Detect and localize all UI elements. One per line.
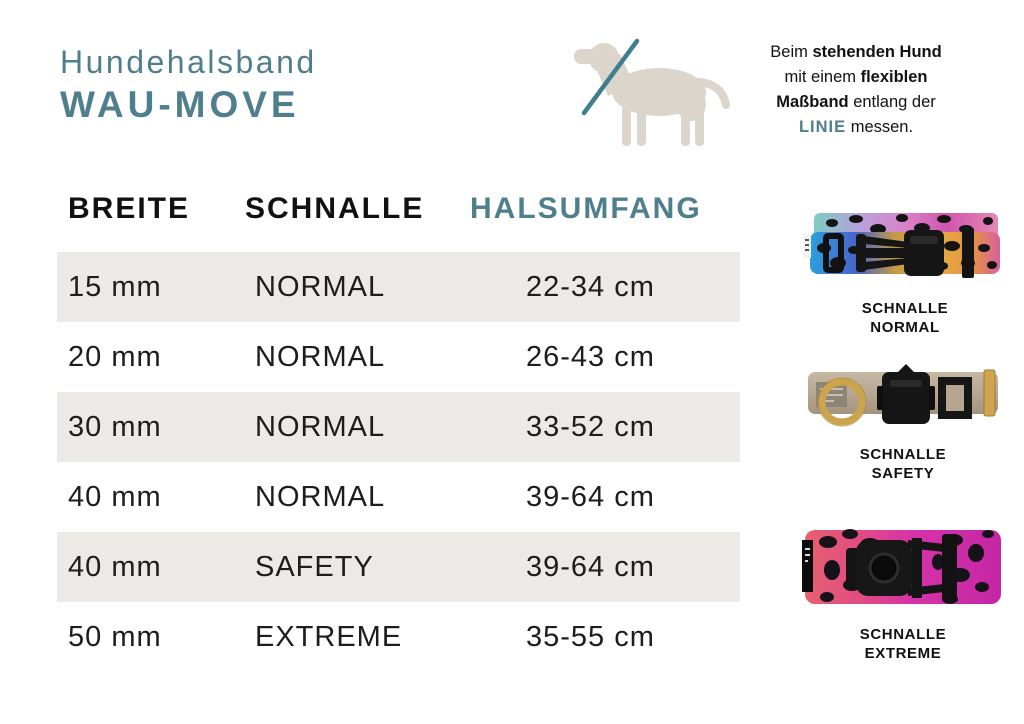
table-row: 20 mm NORMAL 26-43 cm [57,322,740,392]
table-row: 30 mm NORMAL 33-52 cm [57,392,740,462]
collar-caption-line: SCHNALLE [859,446,947,463]
collar-caption-line: SCHNALLE [859,626,947,643]
table-row: 40 mm NORMAL 39-64 cm [57,462,740,532]
table-cell: 33-52 cm [526,410,655,443]
collar-caption-line: SAFETY [871,465,935,482]
side-release-buckle [856,230,944,276]
table-cell: 22-34 cm [526,270,655,303]
column-header-schnalle: SCHNALLE [245,192,425,225]
dog-silhouette-icon [574,38,730,146]
collar-caption: SCHNALLE EXTREME [798,625,1008,663]
measure-line [581,38,640,116]
table-cell: NORMAL [255,270,386,303]
table-cell: NORMAL [255,340,386,373]
collar-caption: SCHNALLE NORMAL [800,299,1010,337]
table-cell: 26-43 cm [526,340,655,373]
note-line: Beim stehenden Hund [746,40,966,65]
size-table-header: BREITE SCHNALLE HALSUMFANG [57,190,740,252]
collar-caption-line: EXTREME [864,645,942,662]
column-header-halsumfang: HALSUMFANG [470,192,702,225]
brand-header: Hundehalsband WAU-MOVE [60,42,317,127]
collar-figure-extreme: SCHNALLE EXTREME [798,518,1008,663]
collar-photo-pink-leopard [802,529,1001,604]
table-row: 50 mm EXTREME 35-55 cm [57,602,740,672]
dog-measure-illustration [566,32,732,158]
note-text: Beim [770,43,813,61]
heavy-duty-buckle [846,534,957,602]
product-category: Hundehalsband [60,44,317,80]
note-line: mit einem flexiblen [746,65,966,90]
note-text: entlang der [848,93,936,111]
collar-brand-tag [802,540,813,592]
table-cell: SAFETY [255,550,374,583]
collar-photo-taupe-cobra [808,364,998,427]
note-text: mit einem [784,68,861,86]
table-cell: 30 mm [68,410,162,443]
note-text-bold: stehenden Hund [812,43,942,61]
collar-gold-d-ring [818,378,866,426]
note-text-bold: flexiblen [860,68,928,86]
column-header-breite: BREITE [68,192,191,225]
note-line: LINIE messen. [746,115,966,140]
note-line: Maßband entlang der [746,90,966,115]
note-text-accent: LINIE [798,118,847,136]
table-cell: 20 mm [68,340,162,373]
collar-gold-end-loop [983,369,996,417]
collar-figure-normal: SCHNALLE NORMAL [800,208,1010,337]
cobra-buckle [877,364,935,424]
table-cell: NORMAL [255,480,386,513]
collar-figure-safety: SCHNALLE SAFETY [798,352,1008,483]
table-cell: 39-64 cm [526,550,655,583]
table-row: 15 mm NORMAL 22-34 cm [57,252,740,322]
collar-photo-rainbow-leopard [803,213,1000,278]
size-table-body: 15 mm NORMAL 22-34 cm 20 mm NORMAL 26-43 cm 30… [57,252,740,672]
table-cell: 50 mm [68,620,162,653]
table-cell: 40 mm [68,480,162,513]
table-cell: EXTREME [255,620,403,653]
collar-metal-loop [823,233,844,273]
size-table: BREITE SCHNALLE HALSUMFANG 15 mm NORMAL 22… [57,190,740,672]
collar-caption-line: SCHNALLE [861,300,949,317]
product-name: WAU-MOVE [60,84,300,125]
collar-adjuster-bar [962,228,974,278]
table-cell: 15 mm [68,270,162,303]
note-text-bold: Maßband [776,93,849,111]
table-cell: 35-55 cm [526,620,655,653]
collar-caption-line: NORMAL [870,319,940,336]
table-cell: 39-64 cm [526,480,655,513]
note-text: messen. [846,118,914,136]
collar-adjuster-loop [938,377,972,419]
table-row: 40 mm SAFETY 39-64 cm [57,532,740,602]
table-cell: NORMAL [255,410,386,443]
table-cell: 40 mm [68,550,162,583]
measure-instructions: Beim stehenden Hund mit einem flexiblen … [746,40,966,140]
collar-caption: SCHNALLE SAFETY [798,445,1008,483]
